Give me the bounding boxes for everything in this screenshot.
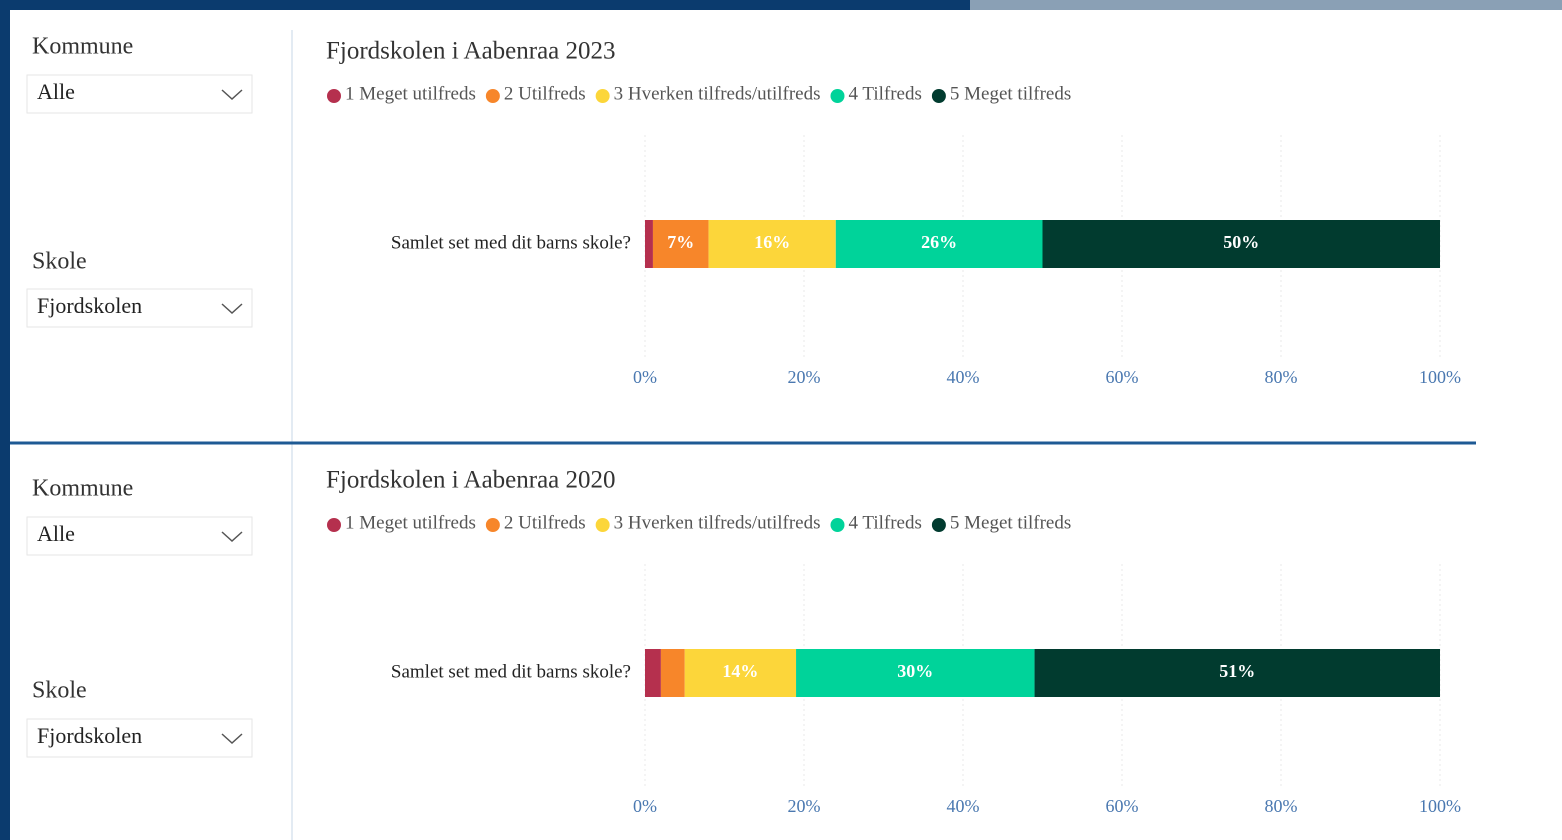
legend-marker [831,89,845,103]
slicer-label: Skole [32,249,87,275]
x-tick-label: 60% [1106,796,1139,816]
legend-marker [932,518,946,532]
slicer-dropdown[interactable]: Alle [27,517,252,555]
dropdown-value: Fjordskolen [37,293,142,318]
data-label: 14% [722,661,758,681]
dropdown-value: Alle [37,521,75,546]
x-tick-label: 0% [633,796,657,816]
legend-label: 2 Utilfreds [504,512,586,533]
bar-segment [661,649,685,697]
data-label: 26% [921,232,957,252]
slicer-dropdown[interactable]: Fjordskolen [27,719,252,757]
legend-label: 2 Utilfreds [504,83,586,104]
legend-label: 5 Meget tilfreds [950,512,1071,533]
legend-marker [596,518,610,532]
slicer-label: Kommune [32,34,133,60]
data-label: 16% [754,232,790,252]
slicer-label: Skole [32,678,87,704]
bar-segment [645,649,661,697]
chart-title: Fjordskolen i Aabenraa 2020 [326,467,616,494]
chart-title: Fjordskolen i Aabenraa 2023 [326,38,616,65]
legend-marker [486,89,500,103]
x-tick-label: 40% [947,796,980,816]
dashboard: Kommune Alle Skole Fjordskolen Kommune Alle Sk… [0,0,1562,840]
legend-label: 3 Hverken tilfreds/utilfreds [614,512,821,533]
legend-label: 4 Tilfreds [849,83,922,104]
legend-marker [932,89,946,103]
legend-label: 5 Meget tilfreds [950,83,1071,104]
legend-marker [596,89,610,103]
legend-label: 1 Meget utilfreds [345,512,476,533]
header-image [970,0,1562,10]
legend-marker [327,89,341,103]
data-label: 7% [667,232,694,252]
legend-marker [327,518,341,532]
x-tick-label: 40% [947,367,980,387]
legend-label: 4 Tilfreds [849,512,922,533]
data-label: 50% [1223,232,1259,252]
x-tick-label: 60% [1106,367,1139,387]
x-tick-label: 0% [633,367,657,387]
dropdown-value: Alle [37,79,75,104]
x-tick-label: 100% [1419,796,1461,816]
data-label: 30% [897,661,933,681]
dropdown-value: Fjordskolen [37,723,142,748]
x-tick-label: 80% [1265,367,1298,387]
slicer-dropdown[interactable]: Fjordskolen [27,289,252,327]
slicer-dropdown[interactable]: Alle [27,75,252,113]
data-label: 51% [1219,661,1255,681]
canvas [10,10,1562,840]
category-label: Samlet set med dit barns skole? [391,232,631,253]
legend-marker [486,518,500,532]
x-tick-label: 80% [1265,796,1298,816]
slicer-label: Kommune [32,476,133,502]
category-label: Samlet set med dit barns skole? [391,661,631,682]
legend-label: 3 Hverken tilfreds/utilfreds [614,83,821,104]
bar-segment [645,220,653,268]
page: {"panels": [ {"slicers": [{"label": "Kom… [0,0,1562,840]
legend-marker [831,518,845,532]
x-tick-label: 20% [788,796,821,816]
x-tick-label: 100% [1419,367,1461,387]
x-tick-label: 20% [788,367,821,387]
legend-label: 1 Meget utilfreds [345,83,476,104]
